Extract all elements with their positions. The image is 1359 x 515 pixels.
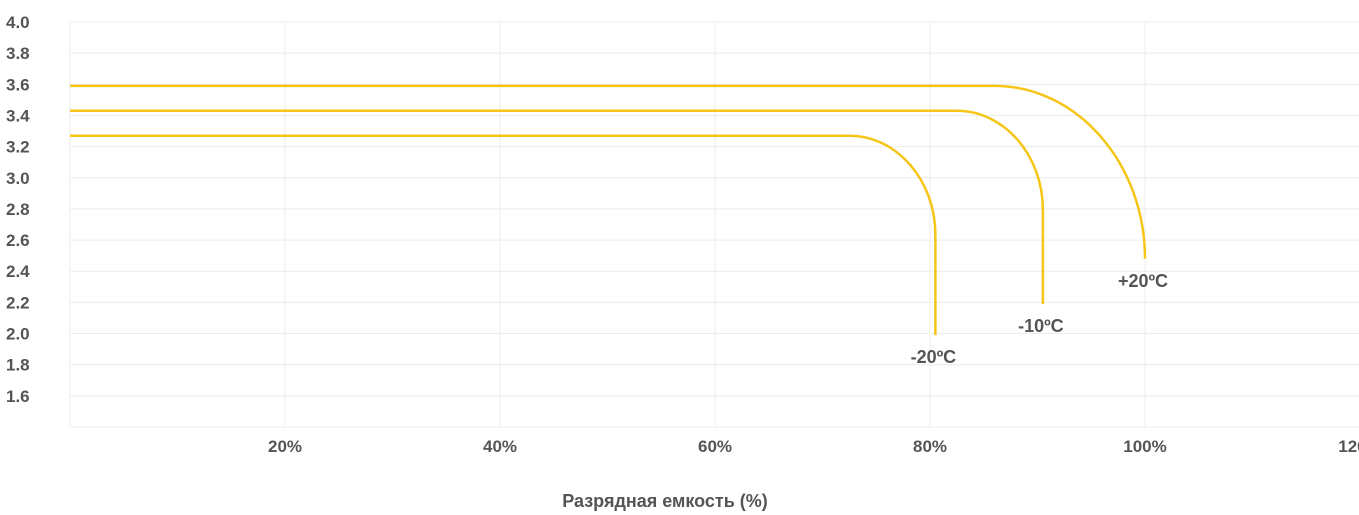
y-tick-label: 2.0 [6, 325, 30, 344]
series-labels: +20ºC -10ºC -20ºC [911, 271, 1168, 367]
y-tick-label: 2.2 [6, 293, 30, 312]
y-tick-label: 3.0 [6, 169, 30, 188]
y-tick-label: 3.4 [6, 106, 30, 125]
y-tick-label: 3.8 [6, 44, 30, 63]
series-line [70, 84, 1147, 259]
series-label: -20ºC [911, 347, 957, 367]
y-tick-label: 4.0 [6, 13, 30, 32]
x-tick-label: 100% [1123, 437, 1166, 456]
series-label: +20ºC [1118, 271, 1168, 291]
x-tick-label: 80% [913, 437, 947, 456]
y-tick-label: 2.6 [6, 231, 30, 250]
y-tick-label: 3.6 [6, 75, 30, 94]
series-line [70, 134, 937, 336]
y-tick-label: 1.6 [6, 387, 30, 406]
y-tick-label: 2.8 [6, 200, 30, 219]
y-tick-label: 3.2 [6, 138, 30, 157]
series-label: -10ºC [1018, 316, 1064, 336]
x-axis-ticks: 20% 40% 60% 80% 100% 120% [268, 437, 1359, 456]
y-tick-label: 1.8 [6, 356, 30, 375]
x-axis-title: Разрядная емкость (%) [562, 491, 768, 511]
y-axis-ticks: 4.0 3.8 3.6 3.4 3.2 3.0 2.8 2.6 2.4 2.2 2.0 1.8 1.6 [6, 13, 30, 406]
x-tick-label: 120% [1338, 437, 1359, 456]
grid [69, 21, 1359, 428]
x-tick-label: 20% [268, 437, 302, 456]
y-tick-label: 2.4 [6, 262, 30, 281]
x-tick-label: 40% [483, 437, 517, 456]
series-line [70, 109, 1045, 304]
x-tick-label: 60% [698, 437, 732, 456]
series-lines [70, 84, 1147, 336]
